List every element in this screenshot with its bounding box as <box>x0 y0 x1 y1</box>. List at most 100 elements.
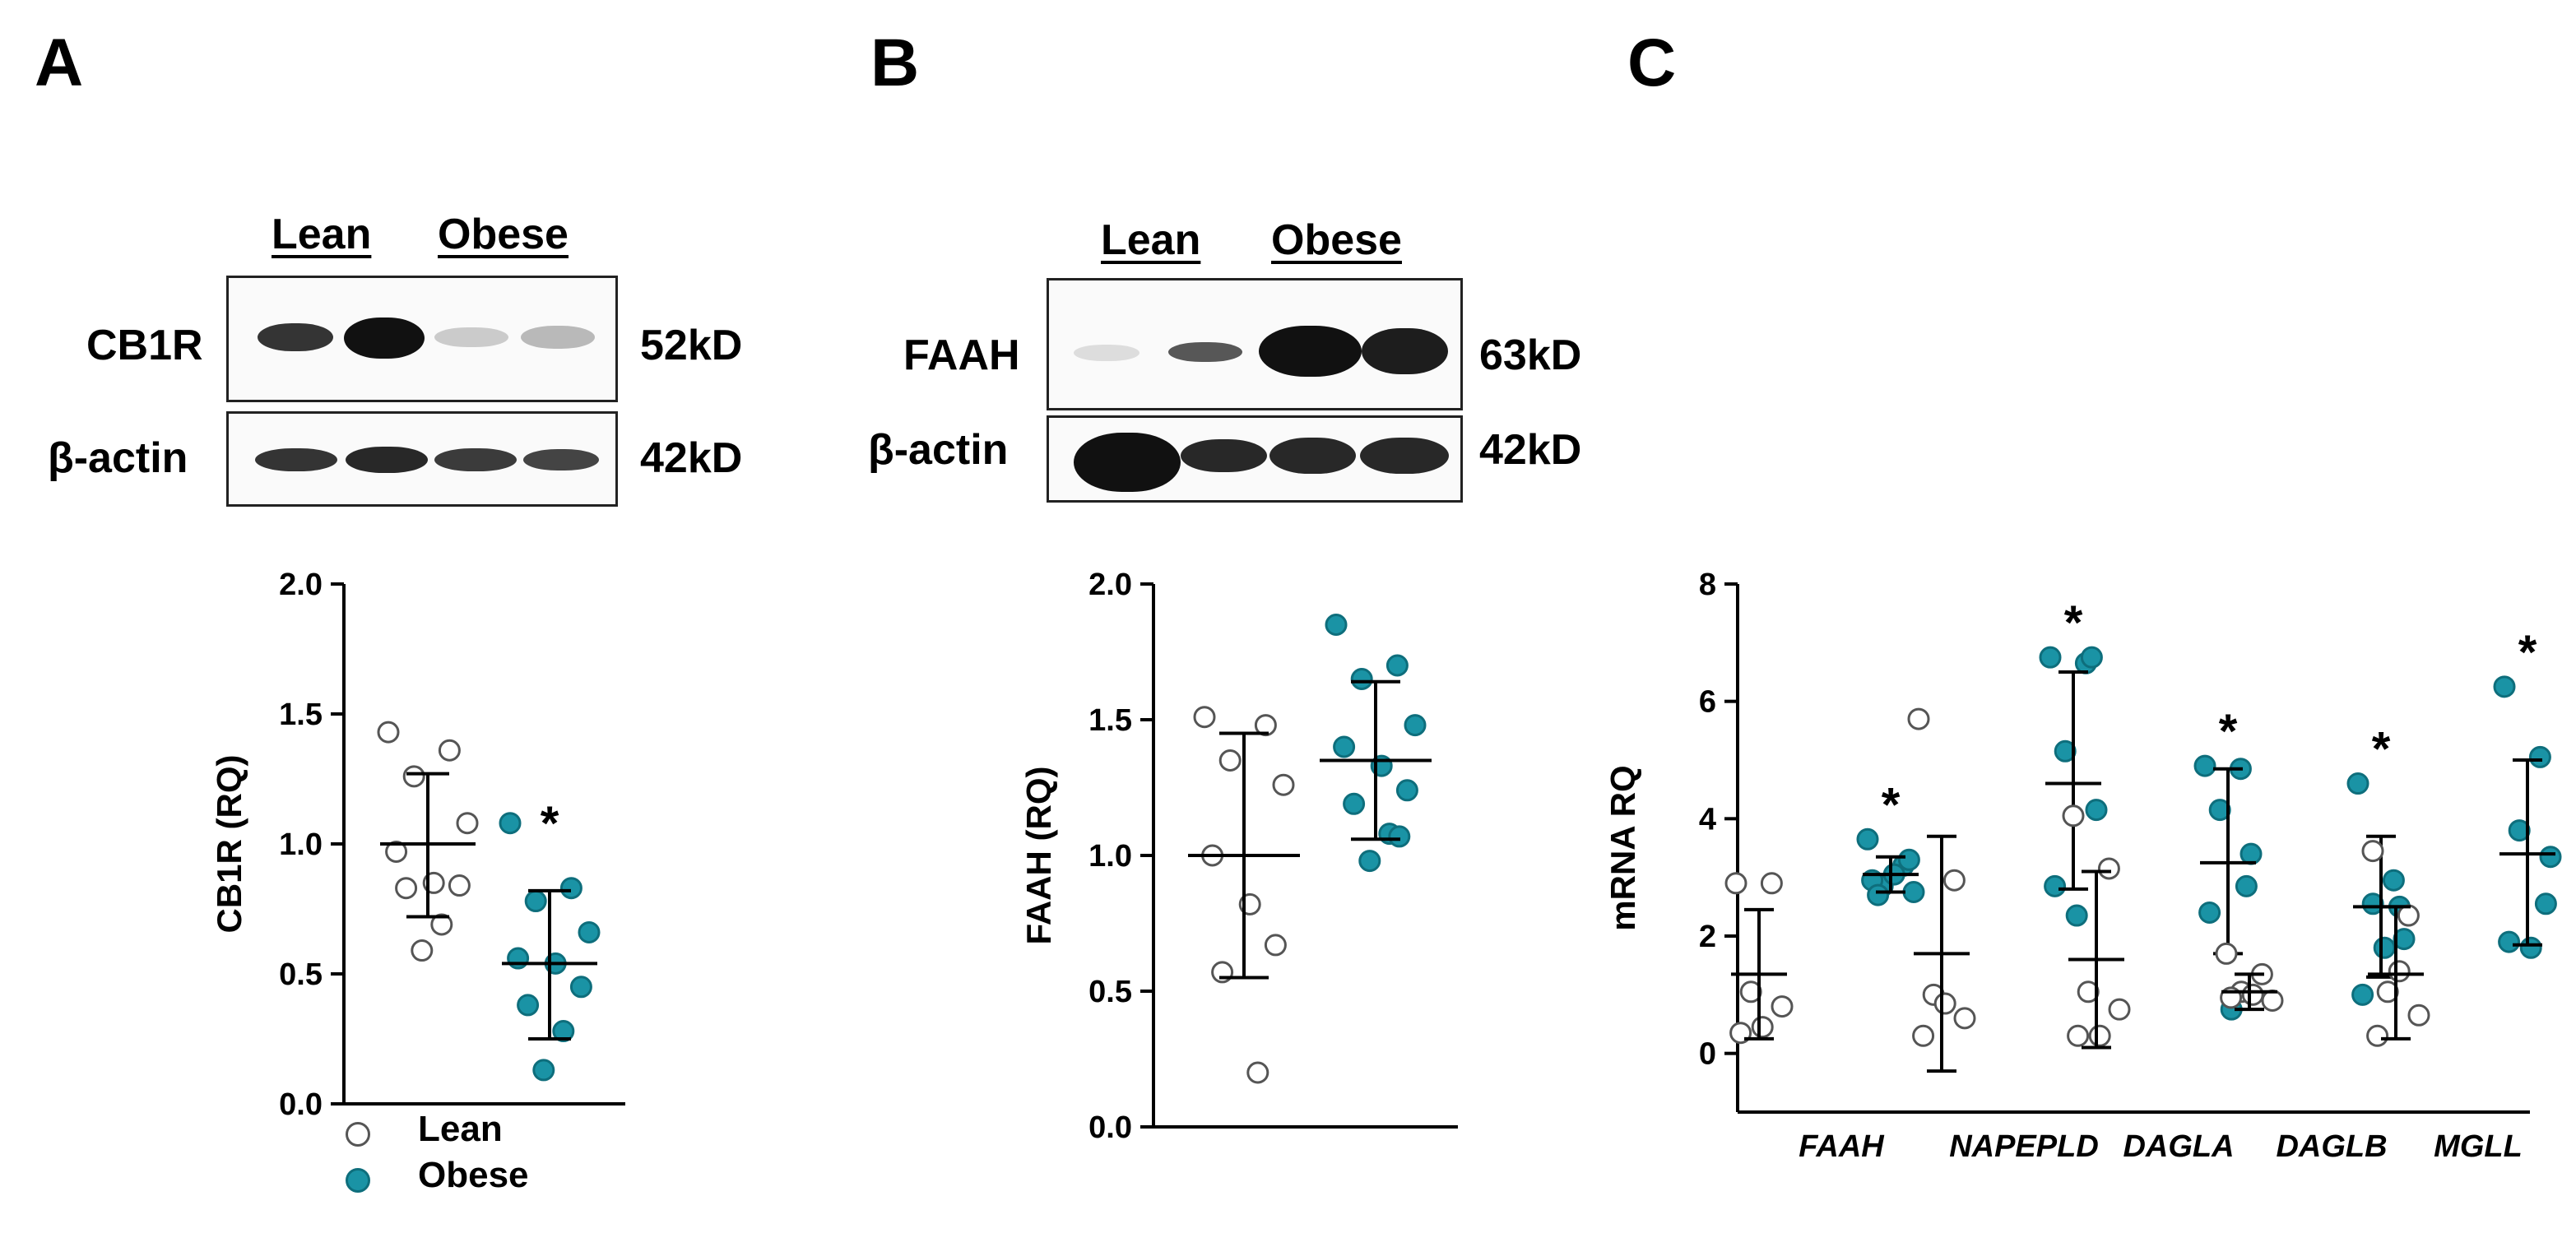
chart-0-obese-significance: * <box>541 797 559 851</box>
chart-2-faah-obese-point-0 <box>1856 827 1879 851</box>
chart-2-mgll-lean-point-0 <box>2361 840 2384 863</box>
chart-0-lean-point-3 <box>456 812 479 835</box>
chart-0-lean-point-2 <box>402 765 425 788</box>
chart-0-lean-point-8 <box>430 913 453 936</box>
chart-2-faah-lean-point-0 <box>1724 872 1748 895</box>
blot-a-bottom-protein: β-actin <box>48 434 188 482</box>
chart-1-obese-point-0 <box>1325 614 1348 636</box>
chart-2-dagla-lean-point-1 <box>2097 857 2120 880</box>
chart-2-napepld-significance: * <box>2064 596 2083 650</box>
chart-0-lean-point-0 <box>377 721 400 744</box>
chart-2-mgll-obese-point-2 <box>2508 819 2531 842</box>
chart-0-obese-point-6 <box>569 976 592 999</box>
chart-0-lean-point-4 <box>385 840 408 863</box>
chart-2-faah-lean-point-5 <box>1751 1016 1774 1039</box>
blot-b-top <box>1047 278 1463 410</box>
chart-2-daglb-lean-point-5 <box>2241 983 2264 1006</box>
chart-2-dagla-obese-point-3 <box>2239 842 2263 865</box>
chart-2-daglb-obese-point-5 <box>2373 936 2396 959</box>
chart-0-obese-point-7 <box>517 994 540 1017</box>
chart-2-category-label-4: MGLL <box>2434 1129 2523 1164</box>
chart-0-obese-point-4 <box>507 947 530 970</box>
chart-2-mgll-obese-point-0 <box>2493 675 2516 698</box>
chart-1-obese-point-1 <box>1385 654 1409 677</box>
blot-a-bottom-band-4 <box>523 449 599 470</box>
chart-2-faah-obese-point-7 <box>1867 883 1890 906</box>
blot-b-bottom-band-4 <box>1360 438 1449 474</box>
chart-2-daglb-obese-point-4 <box>2351 983 2374 1006</box>
chart-1-lean-point-8 <box>1246 1061 1269 1084</box>
chart-2-napepld-obese-point-5 <box>2065 904 2088 927</box>
blot-a-bottom-band-3 <box>434 448 517 471</box>
blot-b-bottom-size: 42kD <box>1479 426 1582 474</box>
blot-a-top-size: 52kD <box>640 322 743 369</box>
chart-1-lean-point-2 <box>1218 749 1242 772</box>
chart-2-daglb-obese-point-0 <box>2346 772 2369 795</box>
chart-1-obese-point-6 <box>1395 779 1418 802</box>
chart-1-lean-point-3 <box>1272 773 1295 796</box>
legend-obese-label: Obese <box>418 1155 529 1195</box>
chart-1-lean-point-0 <box>1193 706 1216 729</box>
chart-1-obese-point-9 <box>1358 850 1381 873</box>
chart-2-mgll-lean-point-1 <box>2397 904 2420 927</box>
panel-letter-b: B <box>870 25 920 100</box>
chart-0-obese-point-1 <box>559 877 583 900</box>
chart-2-ytick-label-1: 2 <box>1699 920 1716 954</box>
chart-0-lean-point-6 <box>448 874 471 897</box>
blot-b-header-obese: Obese <box>1271 216 1402 264</box>
chart-2-daglb-obese-point-2 <box>2361 892 2384 915</box>
chart-2-dagla-obese-point-0 <box>2193 754 2216 777</box>
chart-1-obese-point-10 <box>1388 825 1411 848</box>
chart-1-ytick-label-2: 1.0 <box>1088 839 1132 874</box>
blot-b-top-protein: FAAH <box>903 331 1020 379</box>
chart-2-napepld-lean-point-3 <box>1953 1007 1976 1030</box>
blot-b-top-band-1 <box>1074 345 1139 361</box>
chart-0-y-label: CB1R (RQ) <box>210 755 248 934</box>
chart-0-lean-point-7 <box>395 877 418 900</box>
chart-1-lean-point-6 <box>1264 934 1287 957</box>
chart-2-dagla-lean-point-2 <box>2077 980 2100 1004</box>
blot-a-top-band-4 <box>521 326 595 349</box>
chart-2-category-label-0: FAAH <box>1799 1129 1885 1164</box>
blot-b-bottom-protein: β-actin <box>868 426 1009 474</box>
chart-2-dagla-obese-point-6 <box>2235 874 2258 897</box>
chart-2-faah-obese-point-6 <box>1897 848 1920 871</box>
chart-2-daglb-obese-point-1 <box>2382 869 2405 892</box>
chart-1-obese-point-7 <box>1343 792 1366 815</box>
chart-0-ytick-label-2: 1.0 <box>279 827 323 862</box>
chart-2-napepld-obese-point-3 <box>2085 799 2108 822</box>
legend-obese-marker <box>346 1168 370 1193</box>
chart-2-dagla-lean-point-3 <box>2108 998 2131 1021</box>
chart-2-napepld-lean-point-0 <box>1907 707 1930 730</box>
chart-1-ytick-label-4: 2.0 <box>1088 568 1132 602</box>
blot-a-top-band-2 <box>344 318 425 359</box>
chart-2-category-label-2: DAGLA <box>2123 1129 2234 1164</box>
blot-b-top-band-4 <box>1362 328 1448 374</box>
blot-b-bottom-band-2 <box>1181 439 1267 472</box>
chart-2-faah-obese-point-3 <box>1902 881 1925 903</box>
chart-2-mgll-lean-point-5 <box>2388 960 2411 983</box>
chart-2-daglb-lean-point-3 <box>2261 989 2284 1012</box>
blot-b-bottom-band-1 <box>1074 433 1181 492</box>
chart-2-mgll-obese-point-1 <box>2528 745 2551 768</box>
chart-2-mgll-obese-point-5 <box>2519 936 2542 959</box>
chart-0-obese-point-9 <box>532 1059 555 1082</box>
blot-a-bottom-band-1 <box>255 448 337 471</box>
chart-2-category-label-1: NAPEPLD <box>1949 1129 2099 1164</box>
chart-0-lean-point-9 <box>411 939 434 962</box>
chart-2-napepld-obese-point-2 <box>2054 739 2077 763</box>
chart-2-dagla-lean-point-5 <box>2088 1024 2111 1047</box>
blot-a-header-obese: Obese <box>438 211 569 258</box>
blot-a-top-band-3 <box>434 327 508 347</box>
blot-a-top-band-1 <box>258 323 333 351</box>
blot-b-bottom-band-3 <box>1269 438 1356 474</box>
chart-0-obese-point-3 <box>578 920 601 943</box>
chart-2-dagla-obese-point-4 <box>2198 901 2221 924</box>
chart-1-obese-point-2 <box>1350 668 1373 690</box>
chart-1-ytick-label-1: 0.5 <box>1088 975 1132 1009</box>
chart-2-mgll-obese-point-4 <box>2498 930 2521 953</box>
chart-2-faah-significance: * <box>1882 778 1901 832</box>
panel-letter-c: C <box>1627 25 1677 100</box>
chart-1-y-label: FAAH (RQ) <box>1019 767 1058 945</box>
